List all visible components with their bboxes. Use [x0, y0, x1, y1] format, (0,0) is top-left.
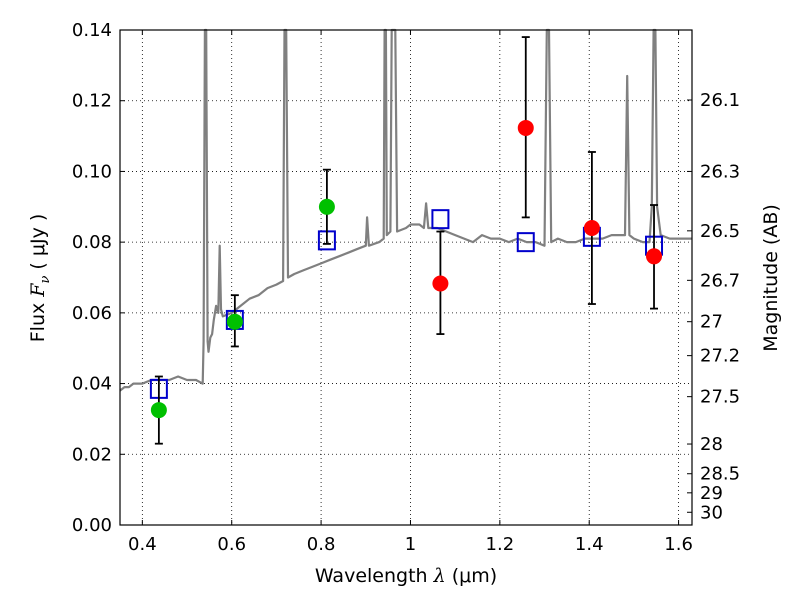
observed-photometry-point	[583, 220, 600, 236]
magnitude-tick-label: 30	[700, 502, 723, 523]
y-tick-label: 0.08	[72, 232, 112, 253]
y-tick-label: 0.10	[72, 161, 112, 182]
magnitude-tick-label: 27.2	[700, 346, 740, 367]
x-tick-label: 0.6	[217, 534, 246, 555]
magnitude-tick-label: 26.3	[700, 161, 740, 182]
y-tick-label: 0.06	[72, 303, 112, 324]
x-tick-label: 1.2	[486, 534, 515, 555]
plot-area	[119, 28, 692, 445]
y-tick-label: 0.12	[72, 91, 112, 112]
x-axis-label: Wavelength λ (μm)	[315, 565, 497, 587]
magnitude-tick-label: 26.5	[700, 221, 740, 242]
x-axis-ticks: 0.4 0.6 0.8 1 1.2 1.4 1.6	[128, 30, 693, 555]
model-photometry-square	[431, 209, 450, 230]
observed-photometry-point	[432, 275, 449, 292]
magnitude-tick-label: 27	[700, 312, 723, 333]
observed-photometry-point	[517, 119, 534, 136]
y-tick-label: 0.02	[72, 444, 112, 465]
magnitude-tick-label: 29	[700, 483, 723, 504]
x-tick-label: 0.8	[307, 534, 336, 555]
x-tick-label: 1.6	[664, 534, 693, 555]
y-tick-label: 0.00	[72, 515, 112, 536]
magnitude-tick-label: 26.7	[700, 270, 740, 291]
magnitude-tick-label: 26.1	[700, 90, 740, 111]
x-tick-label: 1.4	[575, 534, 604, 555]
observed-photometry-point	[646, 248, 663, 265]
magnitude-tick-label: 28.5	[700, 464, 740, 485]
model-spectrum-line	[119, 28, 692, 392]
y-tick-label: 0.04	[72, 374, 112, 395]
observed-photometry-point	[318, 198, 335, 215]
magnitude-tick-label: 28	[700, 434, 723, 455]
x-tick-label: 0.4	[128, 534, 157, 555]
x-tick-label: 1	[405, 534, 416, 555]
y-axis-label: Flux Fν ( μJy )	[27, 214, 53, 343]
magnitude-axis-label: Magnitude (AB)	[760, 204, 782, 352]
axes-frame	[119, 29, 693, 526]
y-axis-ticks: 0.00 0.02 0.04 0.06 0.08 0.10 0.12 0.14	[72, 20, 125, 536]
observed-photometry-point	[226, 313, 243, 330]
y-tick-label: 0.14	[72, 20, 112, 41]
model-photometry-square	[516, 232, 535, 253]
magnitude-tick-label: 27.5	[700, 387, 740, 408]
observed-photometry-point	[150, 402, 167, 419]
